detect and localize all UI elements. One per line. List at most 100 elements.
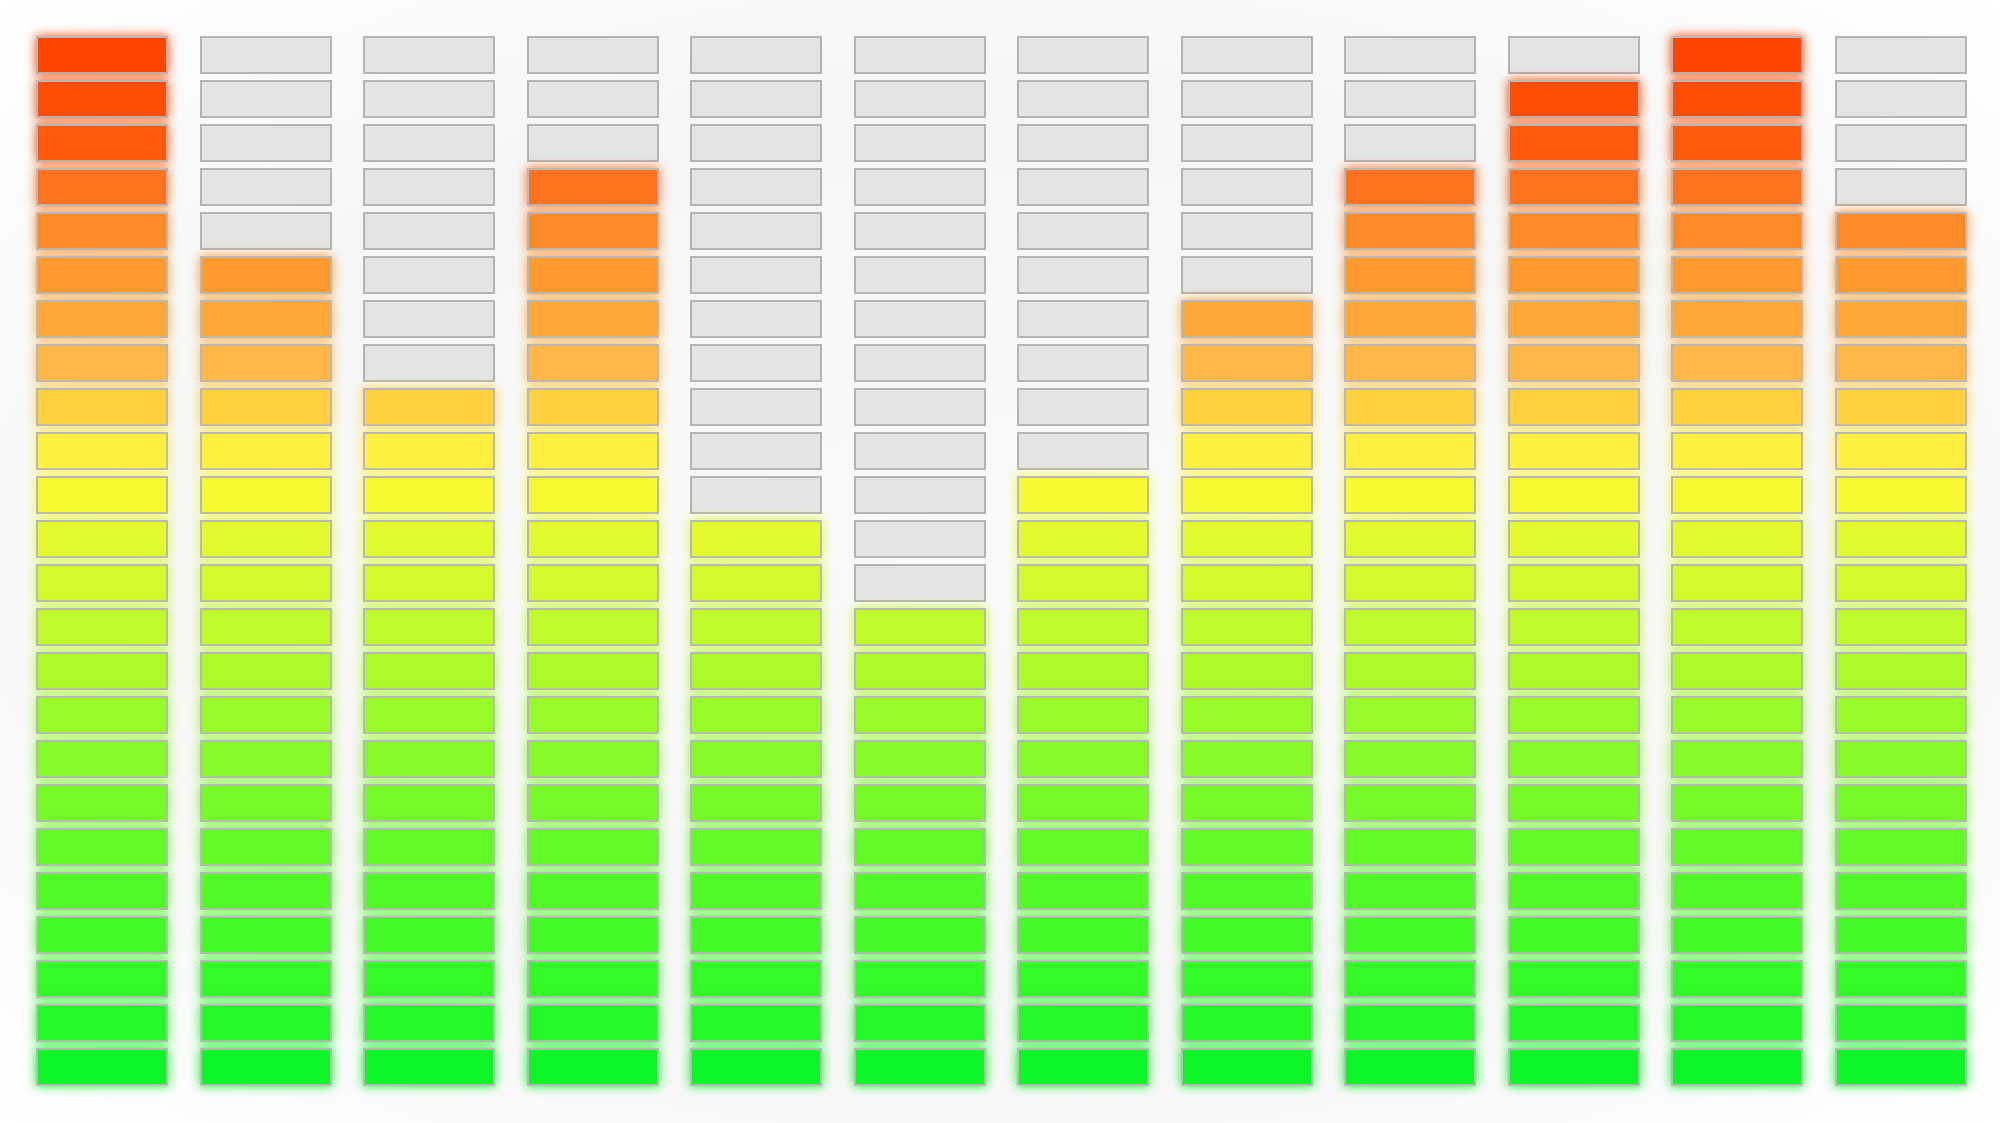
eq-segment <box>1344 388 1476 426</box>
eq-segment <box>854 344 986 382</box>
eq-segment <box>1508 784 1640 822</box>
eq-segment <box>527 300 659 338</box>
eq-segment <box>36 564 168 602</box>
eq-segment <box>690 80 822 118</box>
eq-segment <box>200 872 332 910</box>
eq-segment <box>854 1004 986 1042</box>
eq-segment <box>1508 696 1640 734</box>
eq-segment <box>1835 608 1967 646</box>
eq-segment <box>1181 608 1313 646</box>
eq-segment <box>1671 784 1803 822</box>
eq-segment <box>1017 476 1149 514</box>
eq-segment <box>363 124 495 162</box>
eq-segment <box>854 36 986 74</box>
eq-segment <box>690 212 822 250</box>
eq-segment <box>1181 740 1313 778</box>
eq-segment <box>1835 256 1967 294</box>
eq-segment <box>527 124 659 162</box>
eq-segment <box>1017 652 1149 690</box>
eq-segment <box>1835 652 1967 690</box>
eq-segment <box>527 960 659 998</box>
eq-segment <box>200 124 332 162</box>
eq-segment <box>1017 828 1149 866</box>
eq-segment <box>36 960 168 998</box>
eq-segment <box>1181 388 1313 426</box>
eq-segment <box>854 784 986 822</box>
eq-segment <box>1671 124 1803 162</box>
eq-segment <box>1508 828 1640 866</box>
eq-segment <box>36 828 168 866</box>
eq-segment <box>1344 740 1476 778</box>
eq-segment <box>1508 388 1640 426</box>
eq-segment <box>1835 124 1967 162</box>
eq-segment <box>527 696 659 734</box>
eq-segment <box>1671 740 1803 778</box>
eq-segment <box>363 256 495 294</box>
eq-segment <box>1671 828 1803 866</box>
eq-segment <box>527 564 659 602</box>
eq-segment <box>1508 256 1640 294</box>
eq-segment <box>363 212 495 250</box>
eq-segment <box>1017 1004 1149 1042</box>
eq-segment <box>1344 168 1476 206</box>
eq-segment <box>1344 124 1476 162</box>
eq-segment <box>854 432 986 470</box>
eq-segment <box>527 828 659 866</box>
eq-segment <box>1671 608 1803 646</box>
eq-segment <box>1017 388 1149 426</box>
eq-segment <box>36 344 168 382</box>
eq-segment <box>363 564 495 602</box>
eq-segment <box>1181 916 1313 954</box>
eq-segment <box>36 256 168 294</box>
eq-segment <box>1835 872 1967 910</box>
eq-segment <box>854 168 986 206</box>
eq-segment <box>1017 344 1149 382</box>
eq-segment <box>1508 300 1640 338</box>
eq-segment <box>1017 300 1149 338</box>
eq-segment <box>36 388 168 426</box>
eq-segment <box>200 168 332 206</box>
eq-segment <box>1181 960 1313 998</box>
eq-segment <box>854 300 986 338</box>
eq-segment <box>363 520 495 558</box>
eq-segment <box>200 696 332 734</box>
eq-segment <box>1671 696 1803 734</box>
eq-segment <box>1181 564 1313 602</box>
eq-segment <box>690 960 822 998</box>
eq-segment <box>527 520 659 558</box>
eq-segment <box>527 608 659 646</box>
eq-segment <box>1181 476 1313 514</box>
eq-segment <box>200 652 332 690</box>
eq-segment <box>36 476 168 514</box>
eq-segment <box>1508 1004 1640 1042</box>
eq-segment <box>1671 256 1803 294</box>
eq-segment <box>200 784 332 822</box>
eq-segment <box>527 476 659 514</box>
eq-segment <box>36 872 168 910</box>
eq-segment <box>1017 740 1149 778</box>
eq-segment <box>690 1004 822 1042</box>
eq-segment <box>527 916 659 954</box>
eq-segment <box>1017 872 1149 910</box>
eq-segment <box>1344 476 1476 514</box>
eq-segment <box>527 784 659 822</box>
eq-segment <box>690 828 822 866</box>
eq-segment <box>1344 300 1476 338</box>
eq-segment <box>854 960 986 998</box>
eq-segment <box>1671 344 1803 382</box>
eq-segment <box>1671 1048 1803 1086</box>
eq-segment <box>1835 564 1967 602</box>
eq-segment <box>690 872 822 910</box>
eq-segment <box>1181 652 1313 690</box>
eq-segment <box>854 476 986 514</box>
eq-segment <box>1508 652 1640 690</box>
eq-segment <box>690 300 822 338</box>
eq-segment <box>1181 256 1313 294</box>
eq-segment <box>1671 300 1803 338</box>
eq-segment <box>1508 212 1640 250</box>
eq-segment <box>200 344 332 382</box>
eq-segment <box>1181 784 1313 822</box>
eq-segment <box>1508 476 1640 514</box>
eq-segment <box>854 124 986 162</box>
eq-segment <box>690 168 822 206</box>
